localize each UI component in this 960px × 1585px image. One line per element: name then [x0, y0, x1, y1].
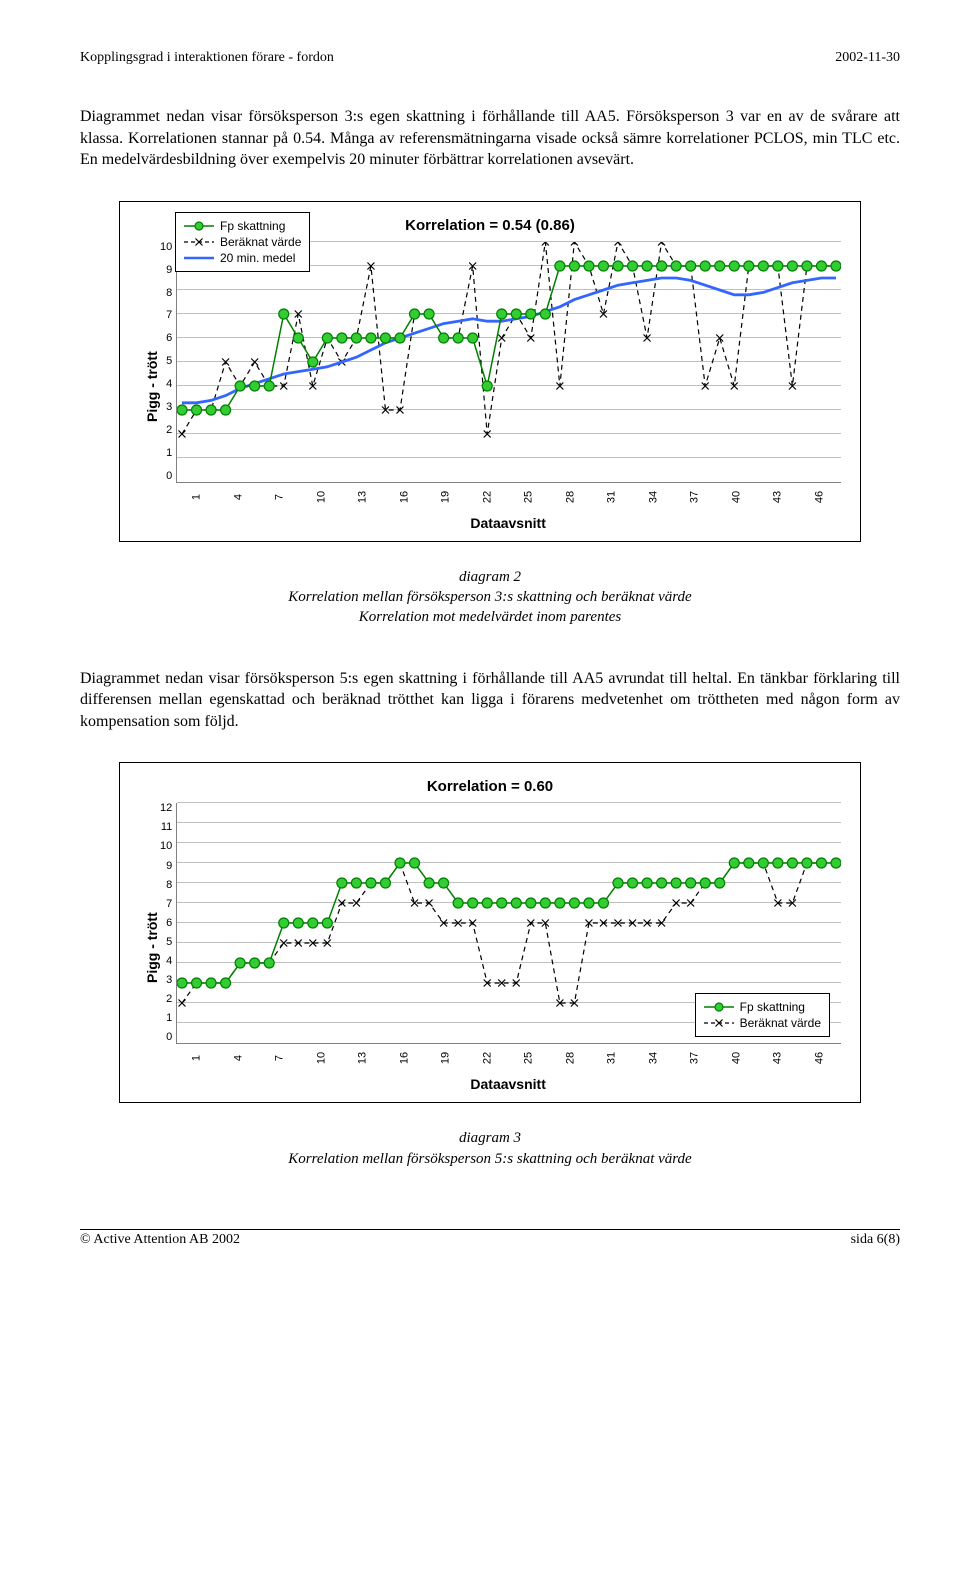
chart-1-ylabel: Pigg - trött: [140, 242, 160, 531]
chart-2-legend: Fp skattning Beräknat värde: [695, 993, 830, 1037]
page-header: Kopplingsgrad i interaktionen förare - f…: [80, 50, 900, 66]
footer-copyright: © Active Attention AB 2002: [80, 1232, 240, 1248]
chart-1-yticks: 109876543210: [160, 242, 176, 482]
caption-1: diagram 2 Korrelation mellan försökspers…: [80, 567, 900, 628]
caption-2: diagram 3 Korrelation mellan försökspers…: [80, 1128, 900, 1169]
chart-2-title: Korrelation = 0.60: [140, 778, 840, 795]
chart-2-frame: Fp skattning Beräknat värde Korrelation …: [119, 762, 861, 1103]
header-date: 2002-11-30: [835, 50, 900, 66]
chart-2-ylabel: Pigg - trött: [140, 803, 160, 1092]
chart-1-frame: Fp skattning Beräknat värde20 min. medel…: [119, 201, 861, 542]
chart-1-plot: [176, 242, 841, 483]
chart-1-xticks: 14710131619222528313437404346: [176, 485, 840, 509]
chart-2-xticks: 14710131619222528313437404346: [176, 1046, 840, 1070]
chart-1-legend: Fp skattning Beräknat värde20 min. medel: [175, 212, 310, 272]
chart-2-yticks: 1211109876543210: [160, 803, 176, 1043]
paragraph-1: Diagrammet nedan visar försöksperson 3:s…: [80, 106, 900, 171]
header-title: Kopplingsgrad i interaktionen förare - f…: [80, 50, 334, 66]
page-footer: © Active Attention AB 2002 sida 6(8): [80, 1229, 900, 1248]
paragraph-2: Diagrammet nedan visar försöksperson 5:s…: [80, 668, 900, 733]
footer-page: sida 6(8): [851, 1232, 900, 1248]
